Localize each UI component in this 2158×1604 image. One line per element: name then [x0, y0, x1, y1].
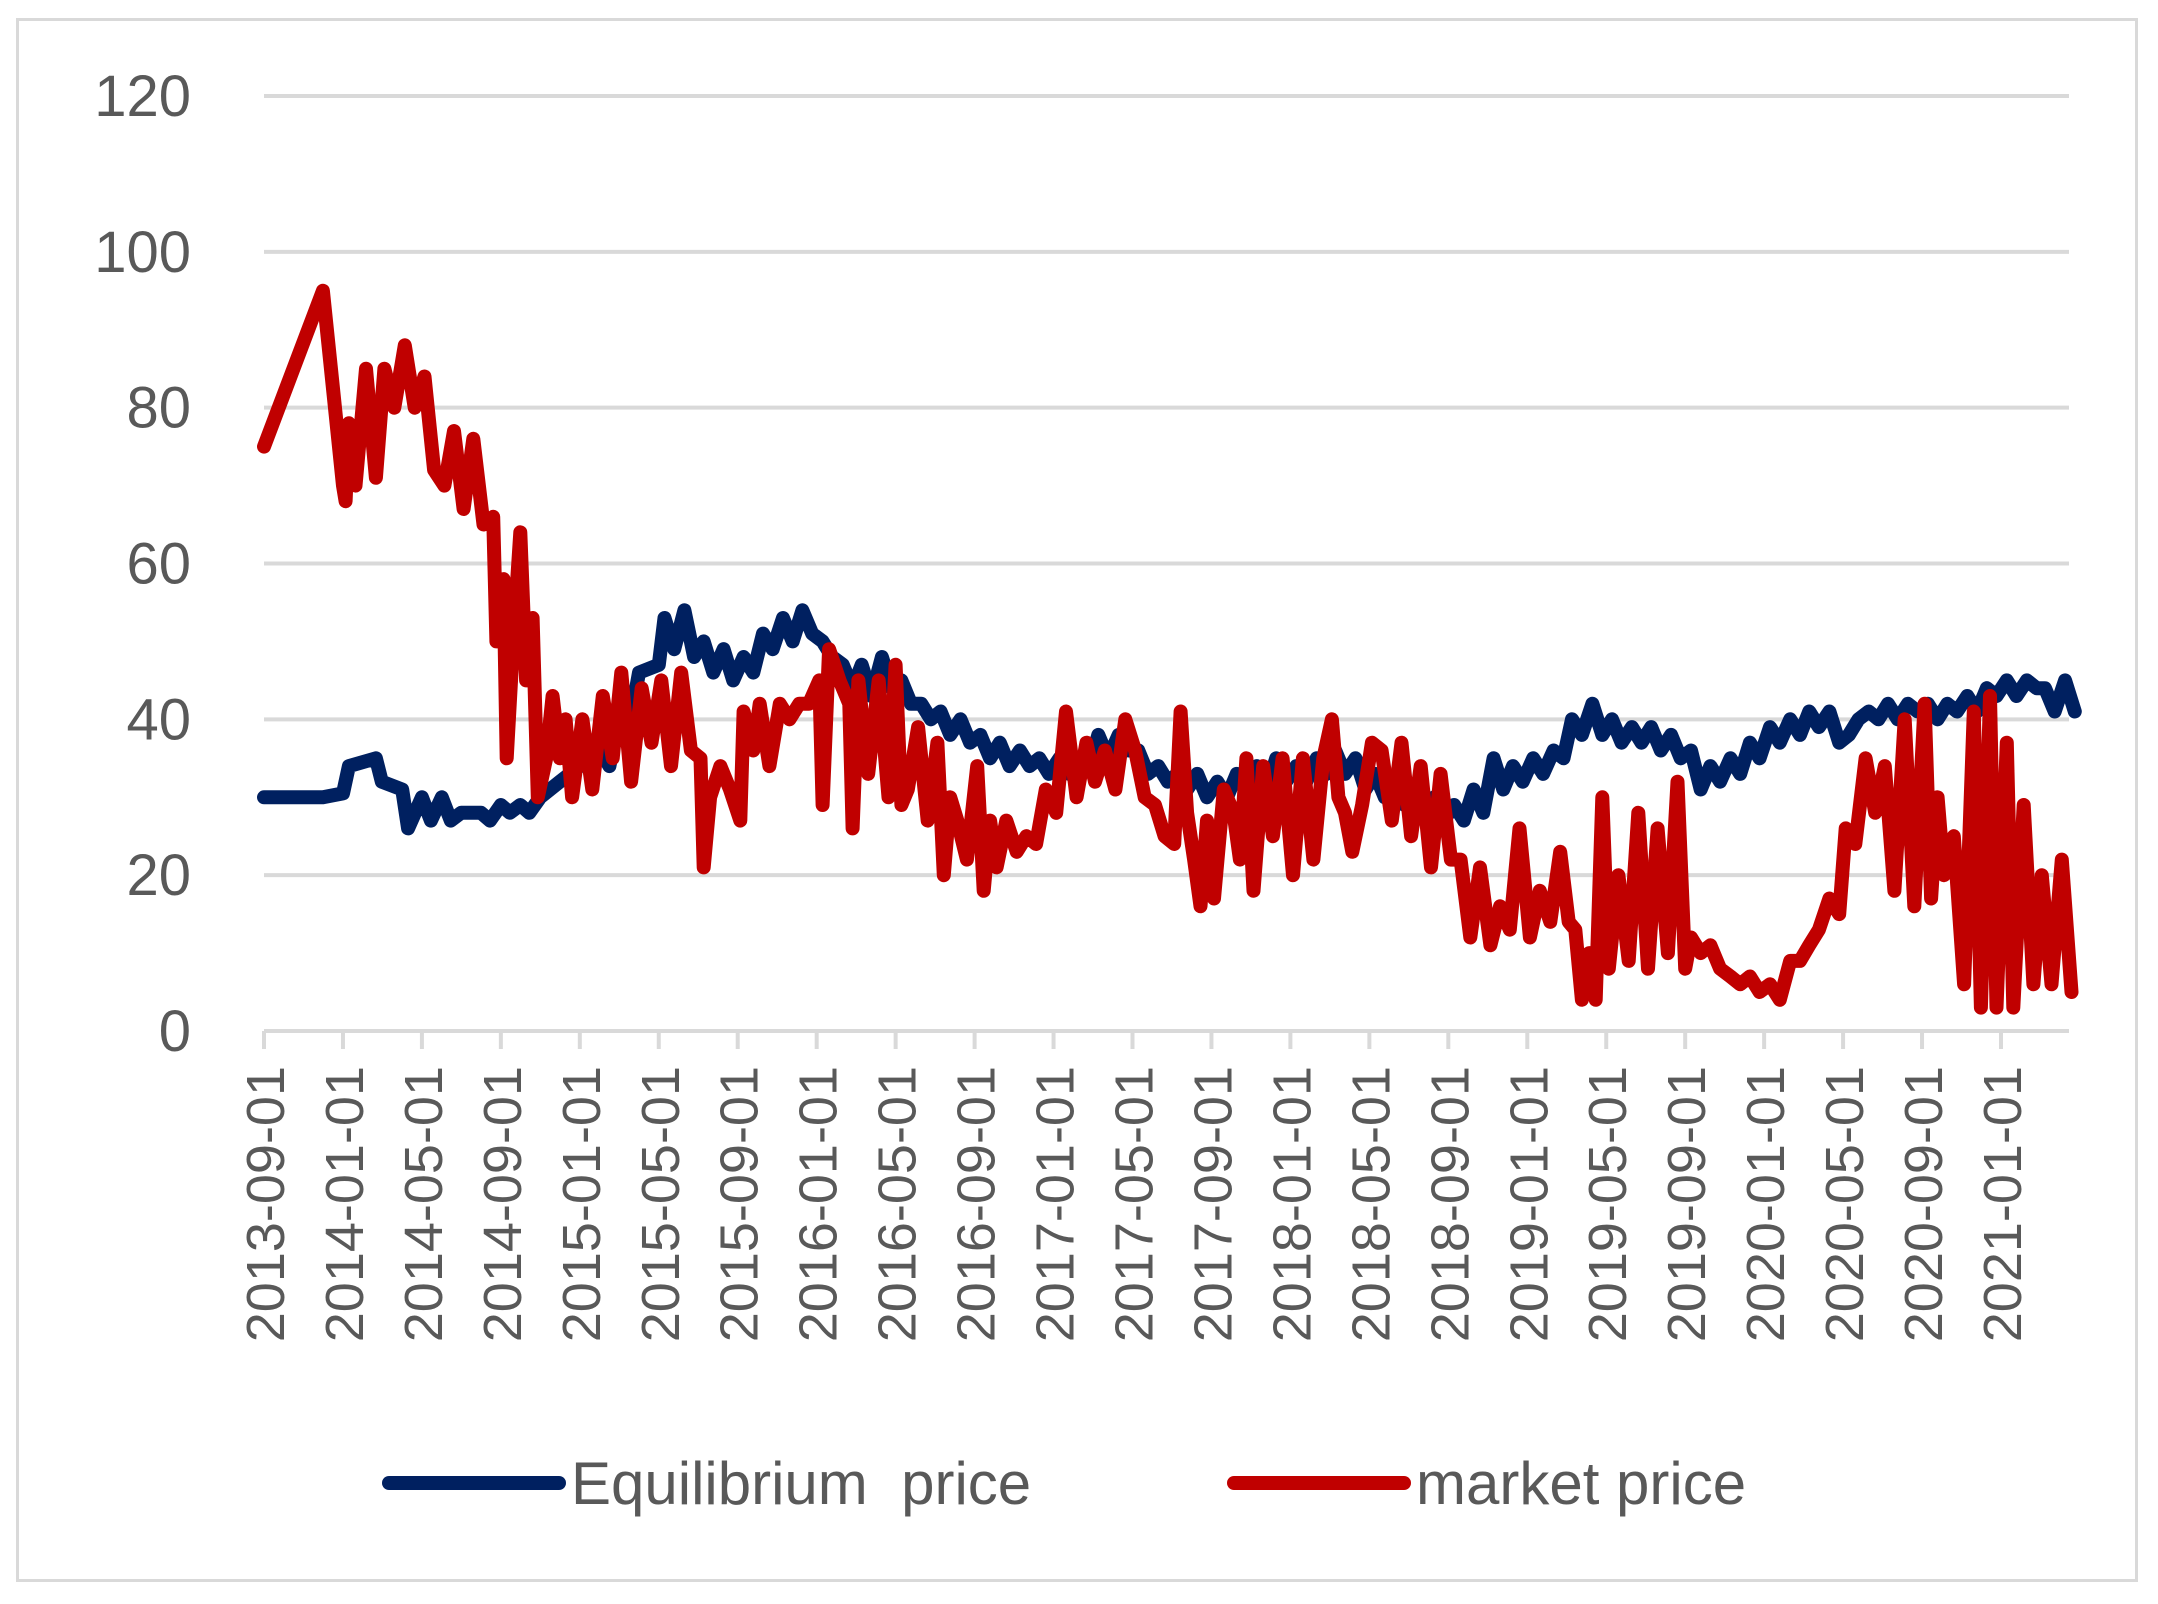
y-tick-label: 20 — [126, 843, 191, 908]
x-tick-label: 2020-09-01 — [1894, 1066, 1954, 1342]
x-axis: 2013-09-01 2014-01-01 2014-05-01 2014-09-01… — [236, 1029, 2069, 1342]
x-tick-label: 2017-09-01 — [1183, 1066, 1243, 1342]
y-axis: 0 20 40 60 80 100 120 — [94, 64, 191, 1064]
y-tick-label: 100 — [94, 220, 191, 285]
x-tick-label: 2020-05-01 — [1815, 1066, 1875, 1342]
legend: Equilibrium price market price — [382, 1450, 1746, 1517]
y-tick-label: 80 — [126, 376, 191, 441]
legend-item-equilibrium-price: Equilibrium price — [382, 1450, 1031, 1517]
x-tick-label: 2017-05-01 — [1105, 1066, 1165, 1342]
y-tick-label: 60 — [126, 532, 191, 597]
x-tick-label: 2013-09-01 — [236, 1066, 296, 1342]
x-tick-label: 2018-05-01 — [1341, 1066, 1401, 1342]
plot-area — [257, 283, 2082, 1015]
legend-label: Equilibrium price — [571, 1450, 1031, 1517]
y-tick-label: 40 — [126, 687, 191, 752]
legend-label: market price — [1416, 1450, 1746, 1517]
series-market-price — [257, 283, 2079, 1015]
x-tick-label: 2016-09-01 — [947, 1066, 1007, 1342]
y-tick-label: 0 — [159, 999, 191, 1064]
x-tick-label: 2016-01-01 — [789, 1066, 849, 1342]
x-tick-label: 2014-09-01 — [473, 1066, 533, 1342]
legend-item-market-price: market price — [1227, 1450, 1746, 1517]
x-tick-label: 2014-05-01 — [394, 1066, 454, 1342]
x-tick-label: 2015-09-01 — [710, 1066, 770, 1342]
x-tick-label: 2019-05-01 — [1578, 1066, 1638, 1342]
series-line — [257, 283, 2079, 1015]
x-tick-label: 2019-01-01 — [1499, 1066, 1559, 1342]
x-tick-label: 2018-09-01 — [1420, 1066, 1480, 1342]
series-line — [257, 603, 2082, 836]
x-tick-label: 2018-01-01 — [1262, 1066, 1322, 1342]
x-tick-label: 2017-01-01 — [1026, 1066, 1086, 1342]
line-chart: 0 20 40 60 80 100 120 2013-09-01 2014-01-01 2014… — [94, 64, 2082, 1517]
x-tick-label: 2021-01-01 — [1973, 1066, 2033, 1342]
x-tick-label: 2020-01-01 — [1736, 1066, 1796, 1342]
x-tick-label: 2016-05-01 — [868, 1066, 928, 1342]
y-tick-label: 120 — [94, 64, 191, 129]
x-tick-label: 2015-05-01 — [631, 1066, 691, 1342]
x-tick-label: 2019-09-01 — [1657, 1066, 1717, 1342]
x-tick-label: 2015-01-01 — [552, 1066, 612, 1342]
chart-frame: 0 20 40 60 80 100 120 2013-09-01 2014-01-01 2014… — [16, 18, 2138, 1582]
x-tick-label: 2014-01-01 — [315, 1066, 375, 1342]
